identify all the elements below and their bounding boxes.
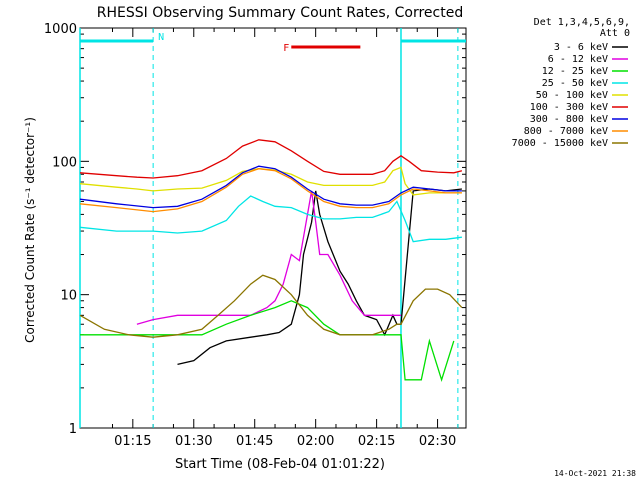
footer-date: 14-Oct-2021 21:38 bbox=[554, 469, 636, 478]
legend-header-line-2: Att 0 bbox=[600, 28, 630, 39]
legend-label: 7000 - 15000 keV bbox=[512, 138, 608, 149]
y-tick-label: 100 bbox=[52, 155, 77, 170]
x-axis-label: Start Time (08-Feb-04 01:01:22) bbox=[175, 457, 385, 472]
x-tick-label: 02:00 bbox=[297, 434, 334, 449]
legend-label: 25 - 50 keV bbox=[542, 78, 608, 89]
x-tick-label: 02:15 bbox=[358, 434, 395, 449]
legend-header-line-1: Det 1,3,4,5,6,9, bbox=[534, 17, 630, 28]
legend-label: 6 - 12 keV bbox=[548, 54, 608, 65]
flag-label: F bbox=[283, 43, 289, 54]
series-line-6-12-kev bbox=[136, 190, 401, 325]
y-tick-label: 1000 bbox=[44, 22, 77, 37]
plot-area: 1 10 100 1000 01:15 01:30 01:45 02:00 02:15 02:30… bbox=[44, 22, 467, 449]
legend-label: 3 - 6 keV bbox=[554, 42, 608, 53]
legend-label: 300 - 800 keV bbox=[530, 114, 608, 125]
chart-title: RHESSI Observing Summary Count Rates, Co… bbox=[97, 5, 463, 21]
series-line-25-50-kev bbox=[79, 195, 462, 243]
legend-label: 100 - 300 keV bbox=[530, 102, 608, 113]
series-line-300-800-kev bbox=[79, 165, 462, 209]
series-line-800-7000-kev bbox=[79, 168, 462, 213]
x-tick-label: 01:15 bbox=[114, 434, 151, 449]
series-line-100-300-kev bbox=[79, 139, 463, 179]
x-tick-label: 01:45 bbox=[236, 434, 273, 449]
legend-label: 800 - 7000 keV bbox=[524, 126, 608, 137]
x-tick-label: 01:30 bbox=[175, 434, 212, 449]
legend-label: 50 - 100 keV bbox=[536, 90, 608, 101]
series-line-3-6-kev bbox=[177, 188, 462, 366]
series-line-12-25-kev bbox=[80, 300, 455, 382]
y-tick-label: 1 bbox=[69, 422, 77, 437]
flag-label: N bbox=[158, 32, 164, 43]
series-line-50-100-kev bbox=[79, 166, 462, 196]
legend-label: 12 - 25 keV bbox=[542, 66, 608, 77]
y-axis-label: Corrected Count Rate (s⁻¹ detector⁻¹) bbox=[23, 117, 37, 343]
series-line-7000-15000-kev bbox=[79, 274, 463, 338]
x-tick-label: 02:30 bbox=[419, 434, 456, 449]
y-tick-label: 10 bbox=[60, 289, 77, 304]
